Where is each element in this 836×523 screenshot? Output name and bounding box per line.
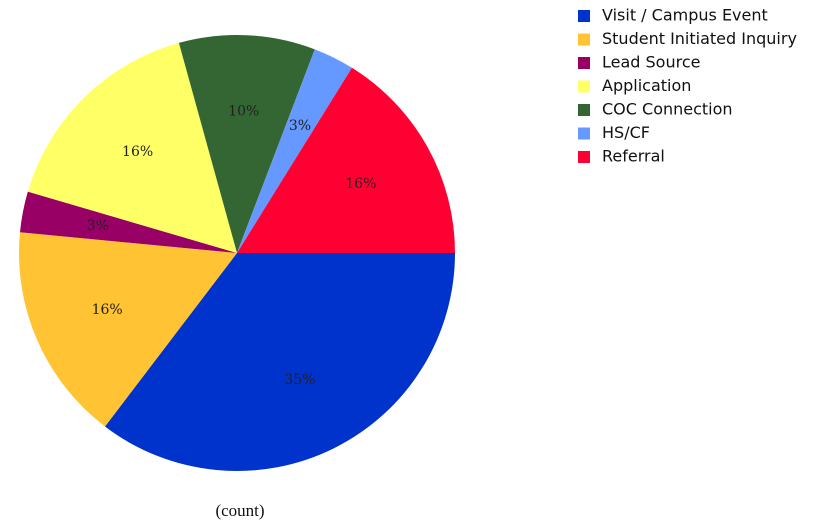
pie-slice [237, 49, 352, 253]
legend-label: COC Connection [602, 100, 733, 119]
slice-label: 35% [284, 372, 315, 388]
legend-label: Application [602, 76, 691, 95]
slice-label: 16% [92, 302, 123, 318]
legend-swatch [578, 10, 590, 22]
pie-slice [178, 34, 315, 253]
slice-label: 16% [345, 176, 376, 192]
legend-label: Student Initiated Inquiry [602, 29, 797, 48]
slice-label: 3% [87, 218, 109, 234]
x-axis-label: (count) [215, 501, 264, 520]
pie-slice [237, 67, 455, 253]
legend-label: Visit / Campus Event [602, 6, 768, 25]
pie-slice [27, 42, 237, 253]
legend-label: Lead Source [602, 53, 700, 72]
pie-slice [19, 232, 238, 427]
slice-label: 10% [228, 103, 259, 119]
pie-slice [19, 191, 237, 253]
legend-swatch [578, 33, 590, 46]
legend-label: HS/CF [602, 123, 650, 142]
slice-label: 3% [289, 118, 311, 134]
legend-swatch [578, 57, 590, 69]
legend-swatch [578, 127, 590, 140]
slice-label: 16% [122, 144, 153, 160]
legend-swatch [578, 151, 590, 163]
legend-swatch [578, 80, 590, 93]
legend-swatch [578, 104, 590, 116]
pie-slice [104, 253, 456, 471]
legend-label: Referral [602, 147, 665, 166]
